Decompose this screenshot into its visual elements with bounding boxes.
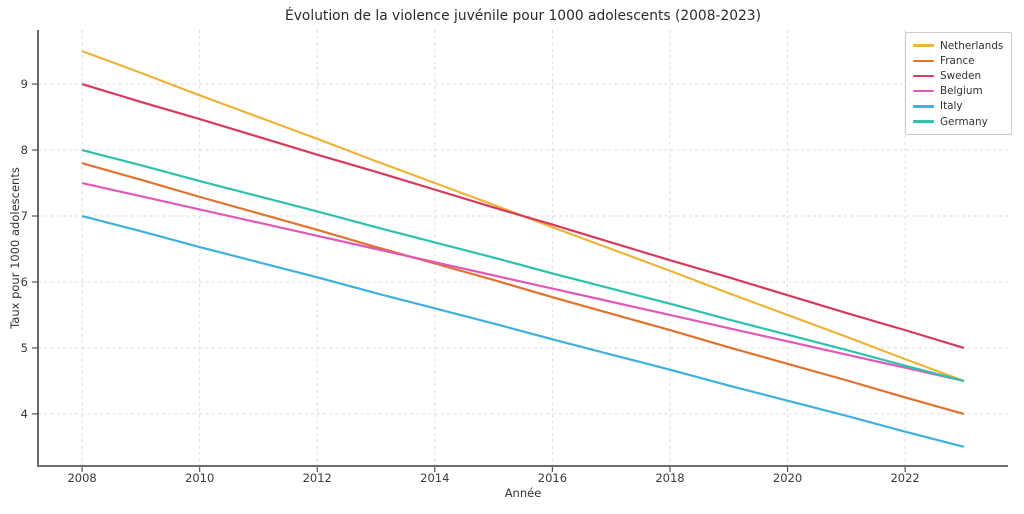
y-tick-label: 9 [21,77,28,91]
x-tick-label: 2016 [538,471,567,485]
legend-item-germany: Germany [913,114,1003,129]
legend-label: France [940,54,975,67]
legend-label: Belgium [940,85,983,98]
x-tick-label: 2018 [655,471,684,485]
series-line-sweden [81,83,965,349]
x-tick-label: 2022 [890,471,919,485]
series-line-belgium [81,181,965,382]
legend-item-france: France [913,53,1003,68]
x-tick-label: 2020 [773,471,802,485]
legend-label: Italy [940,100,963,113]
legend-box: Netherlands France Sweden Belgium Italy Germa… [905,32,1013,136]
legend-line-swatch [913,74,934,78]
chart-title: Évolution de la violence juvénile pour 1… [285,8,761,24]
x-tick-label: 2012 [303,471,332,485]
x-tick-label: 2010 [185,471,214,485]
legend-line-swatch [913,44,934,47]
legend-label: Germany [940,115,988,128]
legend-item-netherlands: Netherlands [913,38,1003,53]
y-axis-label: Taux pour 1000 adolescents [8,167,22,329]
legend-label: Sweden [940,69,982,82]
x-tick-label: 2014 [420,471,449,485]
legend-label: Netherlands [940,39,1004,52]
series-line-france [81,162,965,415]
legend-line-swatch [913,89,934,93]
series-line-germany [81,148,965,382]
x-axis-label: Année [504,486,542,500]
y-tick-label: 4 [21,407,28,421]
y-tick-label: 5 [21,341,28,355]
legend-line-swatch [913,105,934,108]
series-line-italy [81,214,965,448]
x-tick-label: 2008 [67,471,96,485]
y-tick-label: 8 [21,143,28,157]
legend-item-sweden: Sweden [913,68,1003,83]
y-tick-label: 7 [21,209,28,223]
legend-line-swatch [913,120,934,123]
y-tick-label: 6 [21,275,28,289]
legend-item-italy: Italy [913,99,1003,114]
legend-line-swatch [913,59,934,62]
legend-item-belgium: Belgium [913,84,1003,99]
